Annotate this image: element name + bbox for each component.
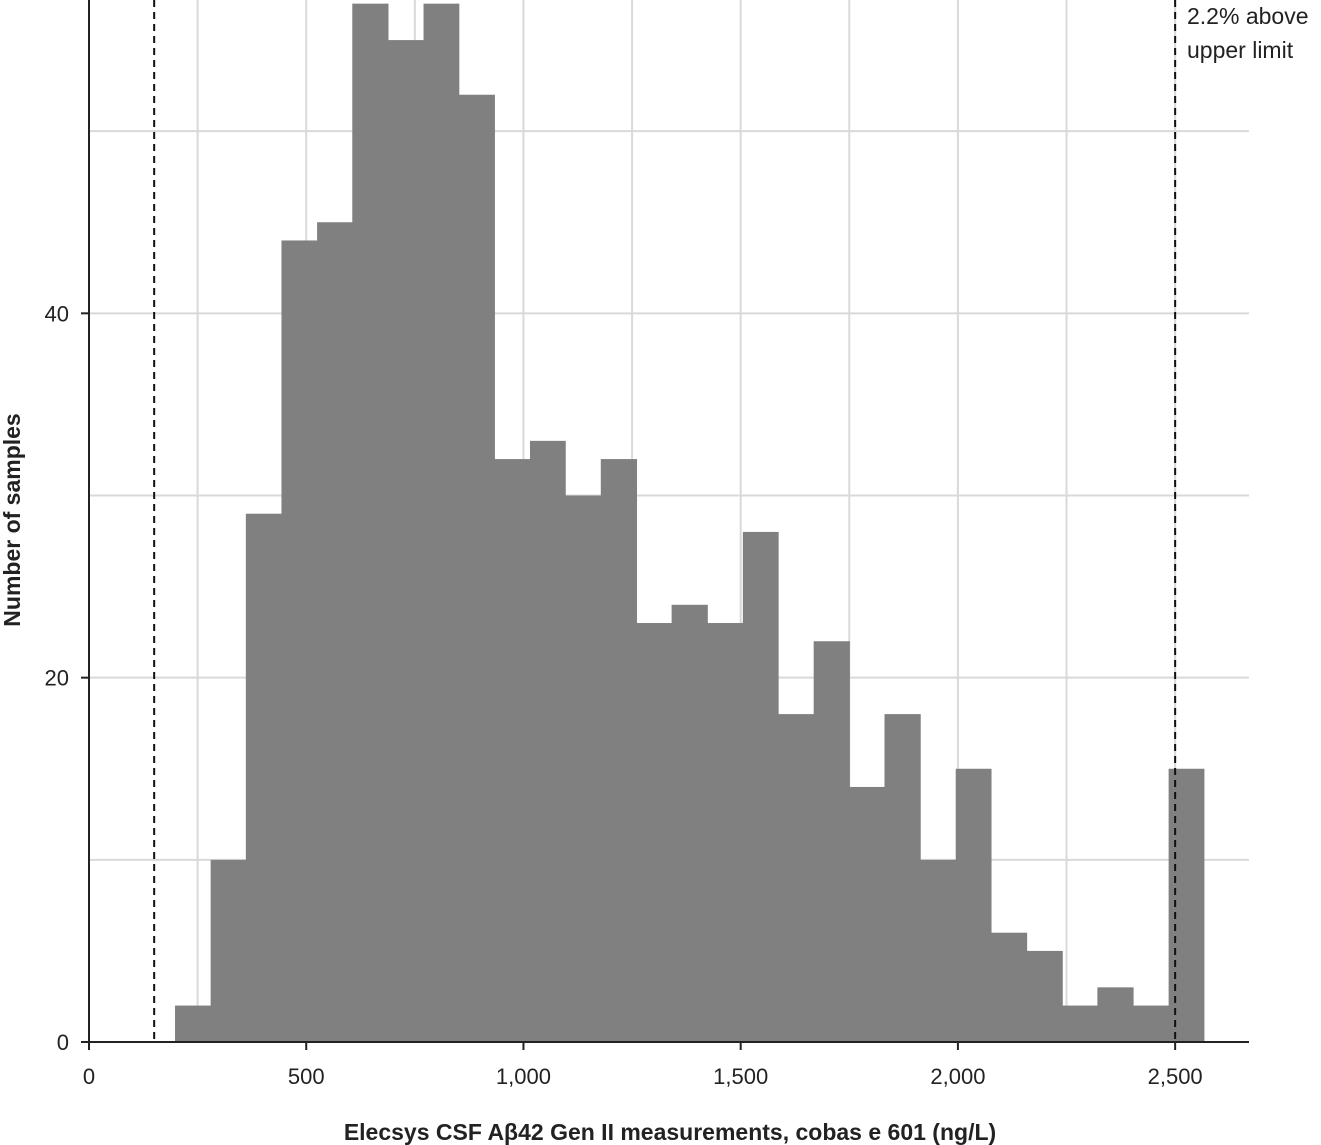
axes: [81, 0, 1249, 1050]
y-tick-label: 40: [45, 301, 69, 326]
x-tick-label: 1,500: [713, 1064, 768, 1089]
x-tick-label: 1,000: [496, 1064, 551, 1089]
histogram-bar: [707, 623, 744, 1042]
histogram-bar: [423, 3, 460, 1043]
histogram-bar: [671, 604, 708, 1042]
histogram-bar: [849, 786, 886, 1042]
y-axis-title: Number of samples: [0, 413, 25, 626]
histogram-bars: [175, 3, 1205, 1043]
histogram-bar: [175, 1005, 212, 1042]
histogram-bar: [1133, 1005, 1170, 1042]
histogram-bar: [387, 40, 425, 1043]
tick-labels: 0 500 1,000 1,500 2,000 2,500 0 20 40: [45, 301, 1203, 1089]
histogram-bar: [565, 495, 602, 1043]
histogram-bar: [1097, 987, 1134, 1042]
histogram-bar: [742, 531, 779, 1042]
histogram-bar: [1026, 950, 1063, 1042]
annotation-line: 2.2% above: [1187, 3, 1308, 29]
histogram-bar: [990, 932, 1028, 1042]
annotation-line: upper limit: [1187, 37, 1294, 63]
histogram-bar: [920, 859, 957, 1042]
y-tick-label: 20: [45, 666, 69, 691]
histogram-bar: [210, 859, 247, 1042]
y-tick-label: 0: [57, 1030, 69, 1055]
histogram-bar: [884, 714, 921, 1042]
histogram-bar: [494, 459, 531, 1042]
x-tick-label: 2,500: [1148, 1064, 1203, 1089]
histogram-bar: [281, 240, 318, 1042]
x-tick-label: 0: [83, 1064, 95, 1089]
histogram-bar: [636, 623, 673, 1042]
histogram-bar: [352, 3, 389, 1043]
histogram-bar: [600, 459, 638, 1042]
histogram-bar: [245, 513, 283, 1042]
x-tick-label: 2,000: [930, 1064, 985, 1089]
reference-lines: [153, 0, 1177, 1042]
histogram-bar: [529, 440, 566, 1042]
histogram-bar: [813, 641, 850, 1042]
histogram-bar: [1168, 768, 1205, 1042]
x-tick-label: 500: [288, 1064, 325, 1089]
histogram-bar: [778, 714, 815, 1042]
histogram-bar: [1062, 1005, 1098, 1042]
upper-limit-annotation: 2.2% above upper limit: [1187, 3, 1308, 63]
x-axis-title: Elecsys CSF Aβ42 Gen II measurements, co…: [344, 1119, 996, 1145]
histogram-bar: [955, 768, 992, 1042]
histogram-bar: [458, 94, 495, 1042]
histogram-bar: [317, 222, 353, 1042]
